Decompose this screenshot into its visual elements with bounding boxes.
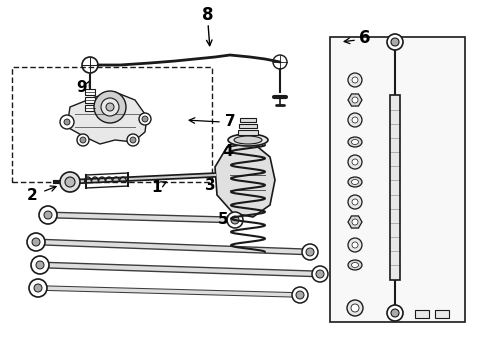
Bar: [85, 89, 95, 95]
Circle shape: [352, 159, 358, 165]
Circle shape: [352, 199, 358, 205]
Circle shape: [348, 113, 362, 127]
Circle shape: [348, 238, 362, 252]
Text: 8: 8: [202, 6, 214, 24]
Circle shape: [94, 91, 126, 123]
Polygon shape: [215, 143, 275, 217]
Circle shape: [302, 244, 318, 260]
Bar: [239, 124, 257, 128]
Ellipse shape: [348, 260, 362, 270]
Ellipse shape: [228, 134, 268, 146]
Circle shape: [352, 242, 358, 248]
Circle shape: [77, 134, 89, 146]
Circle shape: [34, 284, 42, 292]
Circle shape: [27, 233, 45, 251]
Bar: [415, 310, 429, 318]
Polygon shape: [67, 92, 147, 144]
Circle shape: [227, 212, 243, 228]
Ellipse shape: [351, 262, 359, 267]
Bar: [390, 95, 400, 280]
Circle shape: [296, 291, 304, 299]
Ellipse shape: [351, 139, 359, 144]
Circle shape: [32, 238, 40, 246]
Circle shape: [352, 77, 358, 83]
Bar: [240, 118, 256, 122]
Text: 4: 4: [222, 144, 233, 159]
Circle shape: [29, 279, 47, 297]
Circle shape: [387, 305, 403, 321]
Text: 6: 6: [359, 29, 371, 47]
Circle shape: [80, 137, 86, 143]
Circle shape: [316, 270, 324, 278]
Text: 1: 1: [152, 180, 162, 195]
Text: 2: 2: [26, 188, 37, 202]
Circle shape: [139, 113, 151, 125]
Circle shape: [101, 98, 119, 116]
Bar: [435, 310, 449, 318]
Circle shape: [65, 177, 75, 187]
Text: 5: 5: [218, 212, 228, 228]
Circle shape: [306, 248, 314, 256]
Circle shape: [387, 34, 403, 50]
Ellipse shape: [351, 180, 359, 184]
Circle shape: [31, 256, 49, 274]
Circle shape: [36, 261, 44, 269]
Circle shape: [142, 116, 148, 122]
Circle shape: [352, 97, 358, 103]
Ellipse shape: [348, 137, 362, 147]
Polygon shape: [348, 216, 362, 228]
Circle shape: [351, 304, 359, 312]
Text: 7: 7: [225, 114, 235, 130]
Circle shape: [44, 211, 52, 219]
Circle shape: [352, 117, 358, 123]
Circle shape: [60, 115, 74, 129]
Circle shape: [106, 103, 114, 111]
Circle shape: [348, 73, 362, 87]
Circle shape: [348, 195, 362, 209]
Bar: [238, 130, 258, 135]
Circle shape: [347, 300, 363, 316]
Circle shape: [391, 309, 399, 317]
Circle shape: [39, 206, 57, 224]
Text: 9: 9: [77, 81, 87, 95]
Circle shape: [292, 287, 308, 303]
Bar: [12, 67, 212, 182]
Circle shape: [352, 219, 358, 225]
Bar: [330, 37, 465, 322]
Ellipse shape: [348, 177, 362, 187]
Circle shape: [127, 134, 139, 146]
Ellipse shape: [234, 136, 262, 144]
Circle shape: [130, 137, 136, 143]
Circle shape: [231, 216, 239, 224]
Circle shape: [391, 38, 399, 46]
Text: 3: 3: [205, 177, 215, 193]
Circle shape: [312, 266, 328, 282]
Circle shape: [348, 155, 362, 169]
Bar: [85, 97, 95, 103]
Circle shape: [60, 172, 80, 192]
Bar: [85, 105, 95, 111]
Polygon shape: [348, 94, 362, 106]
Circle shape: [64, 119, 70, 125]
